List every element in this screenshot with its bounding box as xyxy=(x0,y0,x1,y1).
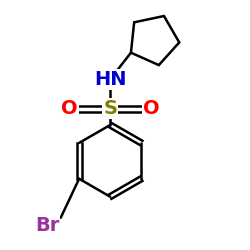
Text: O: O xyxy=(143,100,159,118)
Text: HN: HN xyxy=(94,70,126,89)
Text: O: O xyxy=(61,100,78,118)
Text: S: S xyxy=(103,100,117,118)
Text: Br: Br xyxy=(35,216,59,234)
